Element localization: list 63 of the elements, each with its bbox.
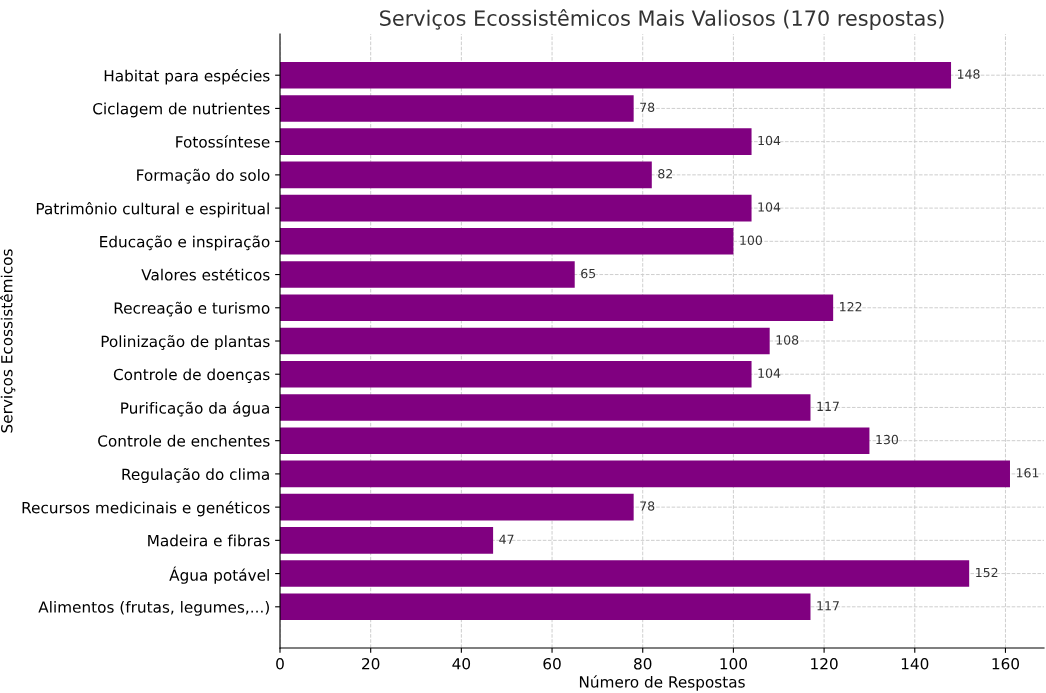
y-tick-label: Valores estéticos — [141, 268, 270, 281]
bar — [280, 593, 811, 621]
data-label: 148 — [957, 69, 980, 79]
bar — [280, 128, 752, 155]
data-label: 78 — [640, 102, 655, 113]
chart-title: Serviços Ecossistêmicos Mais Valiosos (170 respostas) — [380, 9, 944, 30]
y-tick-label: Água potável — [169, 566, 269, 584]
x-tick-label: 160 — [992, 657, 1020, 670]
y-tick-label: Fotossíntese — [176, 135, 270, 148]
y-tick-label: Controle de enchentes — [98, 434, 270, 447]
data-label: 100 — [740, 235, 762, 245]
bar — [280, 560, 970, 587]
data-label: 117 — [817, 601, 839, 611]
bar — [280, 427, 870, 454]
data-label: 130 — [876, 434, 899, 445]
bar — [280, 360, 752, 388]
data-label: 108 — [776, 335, 799, 345]
data-label: 104 — [758, 202, 781, 212]
x-tick-label: 0 — [276, 657, 284, 670]
x-tick-label: 100 — [720, 657, 747, 670]
data-label: 161 — [1016, 468, 1039, 478]
data-label: 82 — [658, 169, 673, 179]
y-tick-label: Patrimônio cultural e espiritual — [36, 201, 269, 218]
x-tick-label: 80 — [634, 657, 652, 670]
bar — [280, 327, 770, 355]
y-tick-label: Recursos medicinais e genéticos — [22, 501, 270, 517]
x-tick-label: 40 — [452, 657, 471, 670]
y-tick-label: Ciclagem de nutrientes — [93, 102, 270, 118]
data-label: 117 — [817, 401, 839, 411]
data-label: 47 — [499, 534, 514, 544]
y-tick-label: Madeira e fibras — [148, 534, 270, 547]
bar — [280, 61, 952, 89]
bar — [280, 228, 734, 255]
y-tick-label: Controle de doenças — [113, 368, 270, 383]
y-tick-label: Purificação da água — [121, 401, 269, 417]
y-tick-label: Regulação do clima — [122, 467, 269, 484]
data-label: 122 — [840, 301, 862, 312]
y-tick-label: Recreação e turismo — [114, 301, 270, 317]
bar — [280, 527, 494, 554]
data-label: 152 — [976, 567, 998, 578]
x-tick-label: 120 — [811, 657, 838, 670]
data-label: 104 — [758, 368, 781, 378]
x-tick-label: 140 — [901, 657, 929, 670]
bar — [280, 261, 575, 288]
y-tick-label: Habitat para espécies — [104, 69, 270, 85]
y-tick-label: Formação do solo — [137, 168, 270, 184]
bar — [280, 493, 634, 521]
bar — [280, 194, 752, 222]
bar — [280, 294, 834, 322]
y-tick-label: Educação e inspiração — [100, 235, 270, 251]
data-label: 65 — [581, 268, 596, 279]
y-tick-label: Alimentos (frutas, legumes,...) — [38, 601, 269, 616]
bar — [280, 95, 634, 122]
data-label: 78 — [640, 501, 655, 511]
bar — [280, 161, 652, 189]
x-tick-label: 60 — [543, 657, 561, 670]
x-axis-title: Número de Respostas — [579, 675, 745, 691]
y-axis-title: Serviços Ecossistêmicos — [0, 249, 16, 433]
data-label: 104 — [758, 135, 781, 146]
bar — [280, 460, 1010, 488]
y-tick-label: Polinização de plantas — [101, 335, 270, 351]
x-tick-label: 20 — [362, 657, 380, 670]
bar — [280, 394, 811, 421]
